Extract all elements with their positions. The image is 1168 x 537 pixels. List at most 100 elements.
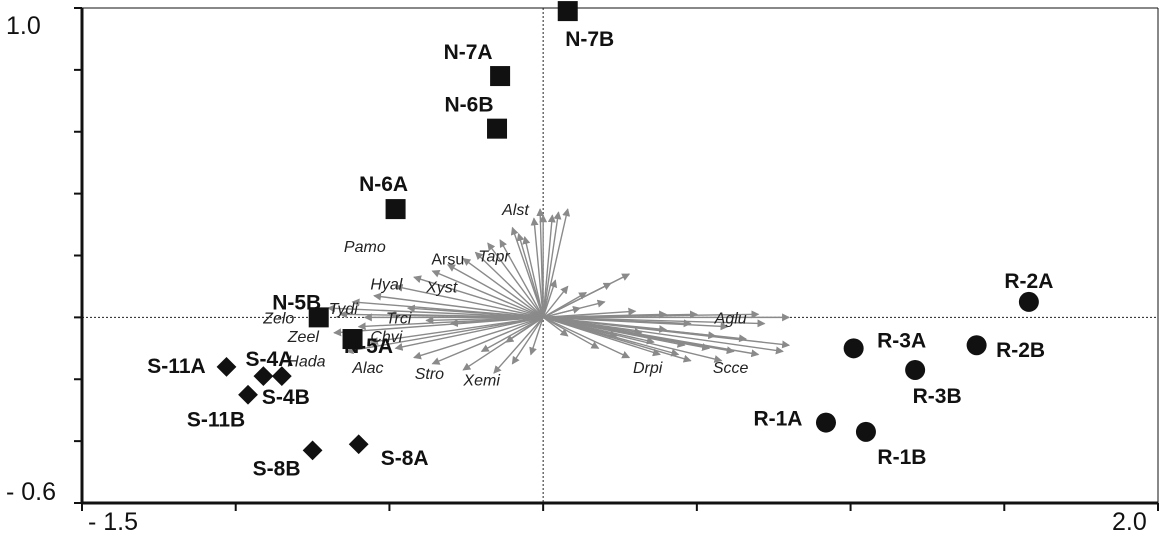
species-arrow xyxy=(542,214,556,318)
species-arrows xyxy=(326,208,791,374)
species-label-alac: Alac xyxy=(351,360,383,377)
species-arrow xyxy=(542,208,571,318)
species-label-trci: Trci xyxy=(386,310,412,327)
species-arrow xyxy=(474,251,544,318)
species-arrow xyxy=(326,304,544,319)
point-r-3b xyxy=(905,359,926,380)
species-arrow xyxy=(511,316,544,365)
sample-labels: N-7B N-7A N-6B N-6A N-5B N-5A R-2A R-2B R-3A R-3B… xyxy=(147,28,1053,480)
species-label-pamo: Pamo xyxy=(344,239,386,256)
species-arrow xyxy=(542,305,582,319)
point-r-2b xyxy=(966,335,987,356)
species-arrow xyxy=(357,316,544,331)
species-arrow xyxy=(542,279,558,318)
species-arrow xyxy=(542,316,661,357)
sample-label-r-2a: R-2A xyxy=(1004,270,1053,293)
point-n-5b xyxy=(308,307,329,328)
sample-points xyxy=(216,1,1039,461)
sample-label-s-11a: S-11A xyxy=(147,355,205,378)
sample-label-n-5a: N-5A xyxy=(344,335,393,358)
species-arrow xyxy=(499,239,544,318)
point-r-3a xyxy=(843,338,864,359)
sample-label-n-7a: N-7A xyxy=(444,41,493,64)
species-arrow xyxy=(543,316,760,358)
point-s-11a xyxy=(216,356,237,377)
species-arrow xyxy=(369,316,544,346)
point-s-4b xyxy=(271,366,292,387)
point-n-7a xyxy=(490,66,511,87)
species-arrow xyxy=(345,316,544,355)
sample-label-r-3a: R-3A xyxy=(877,329,926,352)
species-label-zeel: Zeel xyxy=(287,329,320,346)
point-n-6b xyxy=(487,118,508,139)
species-arrow xyxy=(413,275,544,319)
point-s-4a xyxy=(253,366,274,387)
species-arrow xyxy=(431,316,544,365)
species-label-xyst: Xyst xyxy=(425,279,458,296)
species-arrow xyxy=(522,235,544,318)
species-arrow xyxy=(530,217,544,318)
species-arrow xyxy=(487,242,544,318)
species-arrow xyxy=(394,316,544,351)
species-arrow xyxy=(462,258,544,318)
species-label-aglu: Aglu xyxy=(714,310,747,327)
sample-label-s-8b: S-8B xyxy=(253,457,301,480)
sample-label-n-7b: N-7B xyxy=(565,28,614,51)
species-arrow xyxy=(431,269,544,319)
species-arrow xyxy=(446,264,544,318)
species-arrow xyxy=(543,316,784,355)
species-label-hyal: Hyal xyxy=(370,276,402,293)
species-arrow xyxy=(543,316,692,328)
sample-label-s-4b: S-4B xyxy=(262,386,310,409)
species-label-stro: Stro xyxy=(415,366,444,383)
species-arrow xyxy=(542,273,631,319)
species-arrow xyxy=(542,285,569,318)
sample-label-s-11b: S-11B xyxy=(187,409,245,432)
species-arrow xyxy=(542,211,562,318)
species-arrow xyxy=(493,316,544,374)
point-n-6a xyxy=(385,199,406,220)
species-arrow xyxy=(542,316,600,349)
species-arrow xyxy=(394,283,544,319)
sample-label-s-8a: S-8A xyxy=(381,447,429,470)
point-r-1b xyxy=(855,421,876,442)
species-label-arsu: Arsu xyxy=(431,252,464,269)
species-label-drpi: Drpi xyxy=(633,360,663,377)
species-arrow xyxy=(543,316,717,340)
sample-label-r-1b: R-1B xyxy=(877,446,926,469)
y-tick-label-bottom: - 0.6 xyxy=(6,478,56,506)
species-arrow xyxy=(373,292,544,319)
species-arrow xyxy=(516,232,544,318)
species-label-tapr: Tapr xyxy=(478,249,510,266)
species-arrow xyxy=(505,316,544,343)
species-arrow xyxy=(480,316,544,353)
species-arrow xyxy=(406,304,544,319)
species-label-scce: Scce xyxy=(713,360,749,377)
species-arrow xyxy=(529,317,544,356)
sample-label-n-6a: N-6A xyxy=(359,173,408,196)
axis-ticks xyxy=(74,7,1159,511)
point-s-11b xyxy=(238,384,258,405)
species-label-tydi: Tydi xyxy=(329,301,358,318)
point-n-7b xyxy=(557,1,578,22)
species-label-xemi: Xemi xyxy=(462,372,500,389)
y-tick-label-top: 1.0 xyxy=(6,12,41,40)
species-arrow xyxy=(542,316,569,337)
sample-label-s-4a: S-4A xyxy=(245,348,293,371)
species-arrow xyxy=(413,316,544,360)
point-s-8a xyxy=(348,434,369,455)
sample-label-r-2b: R-2B xyxy=(996,339,1045,362)
species-label-zelo: Zelo xyxy=(262,310,294,327)
point-r-2a xyxy=(1018,291,1039,312)
species-label-alst: Alst xyxy=(501,202,529,219)
species-label-hada: Hada xyxy=(287,354,325,371)
species-arrow xyxy=(388,310,544,319)
species-labels: Alst Pamo Arsu Tapr Hyal Xyst Tydi Zelo Trci Aglu… xyxy=(262,202,748,389)
x-tick-label-left: - 1.5 xyxy=(88,508,138,536)
sample-label-r-1a: R-1A xyxy=(753,408,802,431)
point-r-1a xyxy=(815,412,836,433)
sample-label-n-5b: N-5B xyxy=(272,291,321,314)
species-arrow xyxy=(542,316,723,363)
sample-label-n-6b: N-6B xyxy=(445,94,494,117)
